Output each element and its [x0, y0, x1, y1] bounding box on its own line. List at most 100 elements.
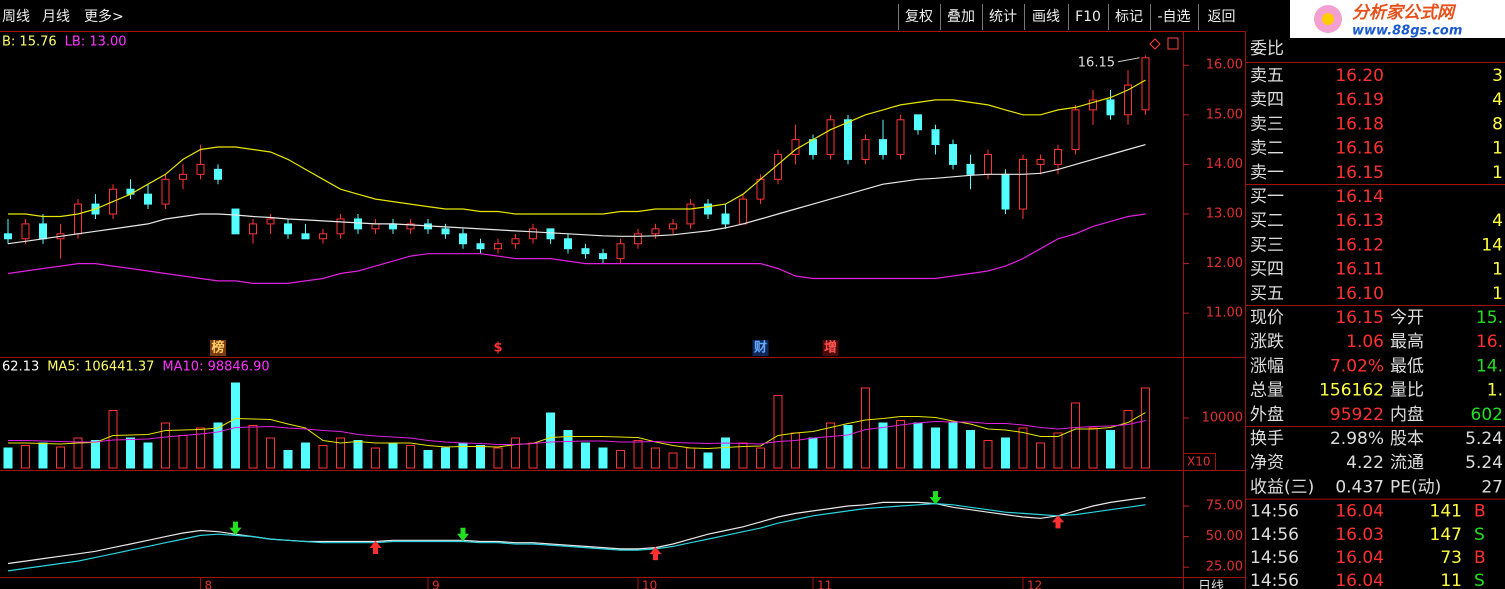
- quote-volume: 8: [1492, 114, 1503, 134]
- candle-body: [1124, 84, 1132, 116]
- quote-price: 16.12: [1335, 235, 1384, 255]
- stat-label: 涨跌: [1250, 332, 1284, 352]
- trade-time: 14:56: [1250, 571, 1299, 589]
- toolbar-button[interactable]: F10: [1075, 9, 1101, 25]
- logo-url: www.88gs.com: [1352, 24, 1462, 39]
- volume-bar: [441, 447, 450, 469]
- sell-signal: [929, 491, 942, 505]
- candle-body: [406, 223, 415, 230]
- annotation-bg: [822, 340, 839, 356]
- candle-body: [196, 163, 205, 175]
- quote-label: 卖三: [1250, 114, 1284, 134]
- volume-bar: [878, 422, 888, 469]
- y-tick-label: 16.00: [1206, 58, 1243, 73]
- stat-label: 总量: [1250, 381, 1284, 401]
- stat-label: 涨幅: [1250, 356, 1284, 376]
- trade-time: 14:56: [1250, 548, 1299, 568]
- candle-body: [21, 223, 30, 240]
- candle-body: [161, 178, 170, 205]
- stat-label: 流通: [1390, 453, 1424, 473]
- stat-label: 内盘: [1390, 405, 1424, 425]
- band-line: [7, 144, 1146, 245]
- last-price-arrow: [1117, 57, 1140, 63]
- volume-bar: [896, 420, 905, 469]
- logo-title: 分析家公式网: [1352, 3, 1457, 23]
- quote-volume: 4: [1492, 90, 1503, 110]
- volume-bar: [1036, 442, 1045, 469]
- toolbar-tab[interactable]: 周线: [2, 9, 30, 25]
- toolbar-tab[interactable]: 月线: [42, 9, 70, 25]
- candle-body: [1089, 99, 1097, 111]
- volume-bar: [948, 422, 958, 469]
- volume-bar: [108, 410, 118, 469]
- toolbar-button[interactable]: 返回: [1208, 9, 1236, 25]
- volume-bar: [651, 447, 660, 469]
- toolbar-tab[interactable]: 更多>: [84, 8, 124, 25]
- candle-body: [739, 198, 747, 225]
- toolbar-button[interactable]: 画线: [1032, 9, 1060, 25]
- candle-body: [371, 223, 380, 230]
- candle-body: [809, 139, 817, 155]
- volume-bar: [581, 442, 590, 469]
- volume-bar: [913, 422, 923, 469]
- volume-bar: [1123, 410, 1133, 469]
- candle-body: [4, 233, 12, 240]
- candle-body: [756, 178, 765, 200]
- stat-value: 602: [1471, 405, 1503, 425]
- candle-body: [581, 248, 590, 255]
- y-tick-label: 75.00: [1206, 499, 1243, 514]
- toolbar-button[interactable]: 统计: [989, 9, 1017, 25]
- quote-volume: 4: [1492, 211, 1503, 231]
- quote-label: 买三: [1250, 235, 1284, 255]
- volume-bar: [686, 447, 695, 469]
- toolbar-button[interactable]: 标记: [1115, 9, 1143, 25]
- volume-bar: [598, 447, 608, 469]
- volume-bar: [791, 432, 800, 469]
- logo-icon-center: [1322, 13, 1334, 25]
- toolbar-button[interactable]: -自选: [1157, 9, 1190, 25]
- volume-bar: [1001, 437, 1010, 469]
- candle-body: [704, 203, 712, 215]
- volume-bar: [1053, 432, 1063, 469]
- candle-body: [564, 238, 572, 250]
- candle-body: [949, 144, 957, 165]
- stat-label: 收益(三): [1250, 477, 1314, 497]
- quote-label: 卖五: [1250, 66, 1284, 86]
- candle-body: [336, 218, 345, 235]
- sell-signal: [456, 527, 470, 542]
- frame: [0, 31, 1246, 589]
- period-label: 日线: [1198, 580, 1224, 589]
- scale-label: X10: [1187, 455, 1211, 469]
- candle-body: [1001, 173, 1010, 210]
- indicator-label: MA5: 106441.37: [47, 360, 154, 375]
- volume-bar: [3, 447, 13, 469]
- candle-body: [669, 223, 677, 230]
- trade-volume: 73: [1440, 548, 1462, 568]
- candle-body: [529, 228, 537, 240]
- candle-body: [511, 238, 520, 245]
- volume-bar: [248, 425, 258, 469]
- volume-bar: [546, 412, 555, 469]
- quote-label: 卖二: [1250, 139, 1284, 159]
- toolbar-button[interactable]: 复权: [905, 8, 933, 25]
- annotation-bg: [752, 340, 769, 356]
- y-tick-label: 11.00: [1206, 306, 1243, 321]
- candle-body: [39, 223, 47, 240]
- candle-body: [179, 173, 187, 180]
- volume-bar: [563, 430, 573, 469]
- volume-bar: [493, 447, 503, 469]
- candle-body: [896, 119, 905, 155]
- candle-body: [651, 228, 660, 235]
- candle-body: [441, 228, 450, 235]
- toolbar-button[interactable]: 叠加: [947, 9, 975, 25]
- indicator-label: LB: 13.00: [65, 35, 127, 50]
- stat-value: 1.: [1487, 381, 1503, 401]
- stat-value: 2.98%: [1330, 429, 1384, 449]
- annotation-bg: [490, 340, 506, 356]
- volume-bar: [56, 446, 65, 469]
- stat-value: 95922: [1330, 405, 1384, 425]
- quote-label: 买五: [1250, 284, 1284, 304]
- quote-volume: 3: [1492, 66, 1503, 86]
